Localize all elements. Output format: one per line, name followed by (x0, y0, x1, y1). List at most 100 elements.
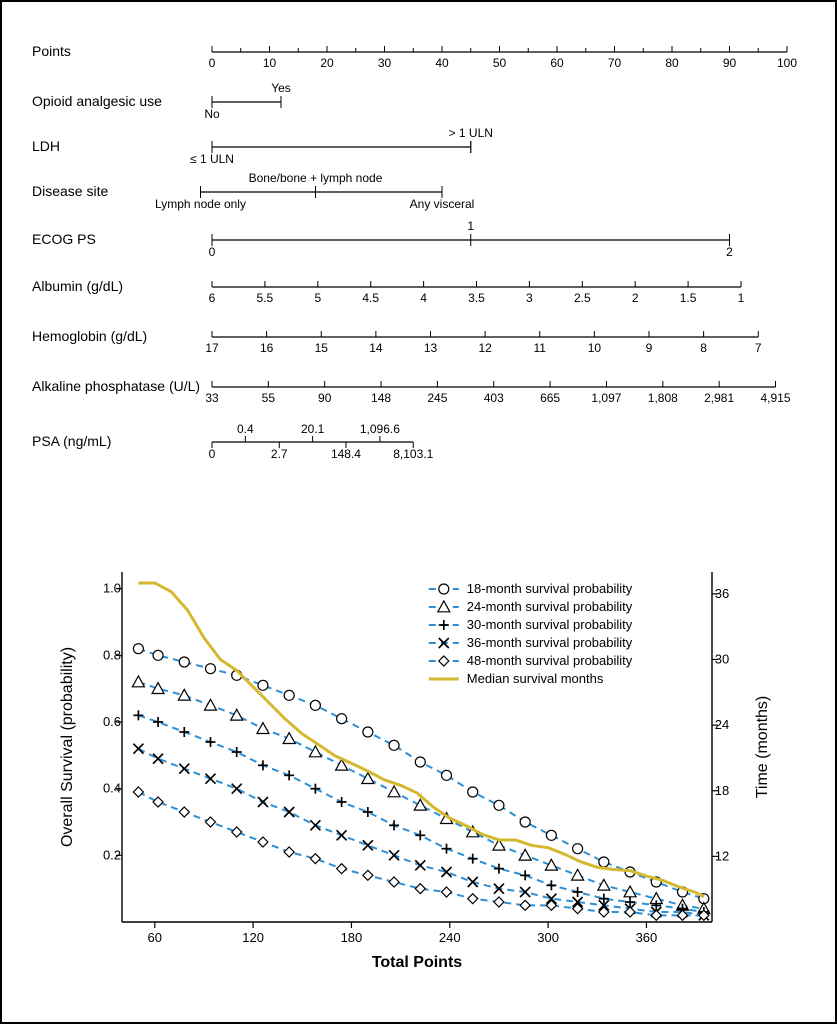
tick-label: 70 (608, 56, 622, 70)
tick-label: 20.1 (301, 422, 325, 436)
tick-label: 1.5 (680, 291, 697, 305)
anchor-label: 2 (726, 245, 733, 259)
tick-label: 4.5 (362, 291, 379, 305)
tick-label: 12 (478, 341, 492, 355)
yr-tick-label: 18 (715, 783, 729, 798)
tick-label: 2,981 (704, 391, 734, 405)
tick-label: 60 (550, 56, 564, 70)
predictor-label: LDH (32, 138, 60, 154)
tick-label: 5 (314, 291, 321, 305)
x-tick-label: 360 (636, 930, 658, 945)
tick-label: 0.4 (237, 422, 254, 436)
x-axis-title: Total Points (372, 954, 462, 971)
anchor-label: Yes (271, 81, 291, 95)
anchor-label: Bone/bone + lymph node (249, 171, 383, 185)
tick-label: 4,915 (760, 391, 790, 405)
tick-label: 100 (777, 56, 797, 70)
yl-axis-title: Overall Survival (probability) (59, 647, 76, 847)
tick-label: 9 (646, 341, 653, 355)
survival-chart-svg: 60 120 180 240 300 360 Total Points 0.2 0.4 0.6 0.… (42, 562, 799, 992)
x-tick-label: 120 (242, 930, 264, 945)
tick-label: 40 (435, 56, 449, 70)
tick-label: 55 (262, 391, 276, 405)
tick-label: 33 (205, 391, 219, 405)
tick-label: 2.5 (574, 291, 591, 305)
tick-label: 0 (209, 447, 216, 461)
tick-label: 665 (540, 391, 560, 405)
tick-label: 14 (369, 341, 383, 355)
x-tick-label: 300 (537, 930, 559, 945)
tick-label: 2.7 (271, 447, 288, 461)
predictor-label: Opioid analgesic use (32, 93, 162, 109)
tick-label: 1,096.6 (360, 422, 400, 436)
tick-label: 90 (723, 56, 737, 70)
legend-label: 24-month survival probability (467, 599, 633, 614)
tick-label: 5.5 (257, 291, 274, 305)
tick-label: 4 (420, 291, 427, 305)
legend-label: 30-month survival probability (467, 617, 633, 632)
legend-label: 18-month survival probability (467, 581, 633, 596)
tick-label: 8 (700, 341, 707, 355)
yl-tick-label: 0.2 (103, 847, 121, 862)
predictor-label: Albumin (g/dL) (32, 278, 123, 294)
tick-label: 1,097 (591, 391, 621, 405)
predictor-label: Hemoglobin (g/dL) (32, 328, 147, 344)
yl-tick-label: 0.8 (103, 647, 121, 662)
tick-label: 1,808 (648, 391, 678, 405)
x-tick-label: 180 (341, 930, 363, 945)
anchor-label: Any visceral (410, 197, 475, 211)
anchor-label: 0 (209, 245, 216, 259)
anchor-label: Lymph node only (155, 197, 246, 211)
predictor-label: PSA (ng/mL) (32, 433, 111, 449)
predictor-label: Alkaline phosphatase (U/L) (32, 378, 200, 394)
yr-tick-label: 30 (715, 652, 729, 667)
tick-label: 50 (493, 56, 507, 70)
series-line (138, 649, 703, 899)
tick-label: 3 (526, 291, 533, 305)
x-tick-label: 60 (148, 930, 162, 945)
tick-label: 2 (632, 291, 639, 305)
tick-label: 10 (263, 56, 277, 70)
yr-tick-label: 24 (715, 717, 729, 732)
yr-tick-label: 12 (715, 848, 729, 863)
yr-tick-label: 36 (715, 586, 729, 601)
tick-label: 16 (260, 341, 274, 355)
yl-tick-label: 0.4 (103, 781, 121, 796)
predictor-label: ECOG PS (32, 231, 96, 247)
legend-label: Median survival months (467, 671, 604, 686)
yr-axis-title: Time (months) (754, 696, 771, 799)
legend-label: 48-month survival probability (467, 653, 633, 668)
tick-label: 1 (738, 291, 745, 305)
tick-label: 7 (755, 341, 762, 355)
anchor-label: 1 (467, 219, 474, 233)
series-line (138, 715, 703, 912)
tick-label: 17 (205, 341, 219, 355)
tick-label: 148.4 (331, 447, 361, 461)
tick-label: 403 (484, 391, 504, 405)
tick-label: 10 (588, 341, 602, 355)
yl-tick-label: 0.6 (103, 714, 121, 729)
tick-label: 3.5 (468, 291, 485, 305)
nomogram-svg: Points0102030405060708090100Opioid analg… (32, 32, 809, 502)
yl-tick-label: 1.0 (103, 581, 121, 596)
nomogram-panel: Points0102030405060708090100Opioid analg… (32, 32, 809, 492)
legend-label: 36-month survival probability (467, 635, 633, 650)
tick-label: 20 (320, 56, 334, 70)
tick-label: 148 (371, 391, 391, 405)
x-tick-label: 240 (439, 930, 461, 945)
figure-page: Points0102030405060708090100Opioid analg… (0, 0, 837, 1024)
anchor-label: ≤ 1 ULN (190, 152, 234, 166)
tick-label: 0 (209, 56, 216, 70)
tick-label: 30 (378, 56, 392, 70)
tick-label: 8,103.1 (393, 447, 433, 461)
predictor-label: Points (32, 43, 71, 59)
tick-label: 13 (424, 341, 438, 355)
tick-label: 11 (534, 341, 547, 355)
survival-chart-panel: 60 120 180 240 300 360 Total Points 0.2 0.4 0.6 0.… (42, 562, 799, 992)
tick-label: 90 (318, 391, 332, 405)
predictor-label: Disease site (32, 183, 108, 199)
anchor-label: > 1 ULN (449, 126, 493, 140)
tick-label: 6 (209, 291, 216, 305)
tick-label: 15 (315, 341, 329, 355)
tick-label: 80 (665, 56, 679, 70)
